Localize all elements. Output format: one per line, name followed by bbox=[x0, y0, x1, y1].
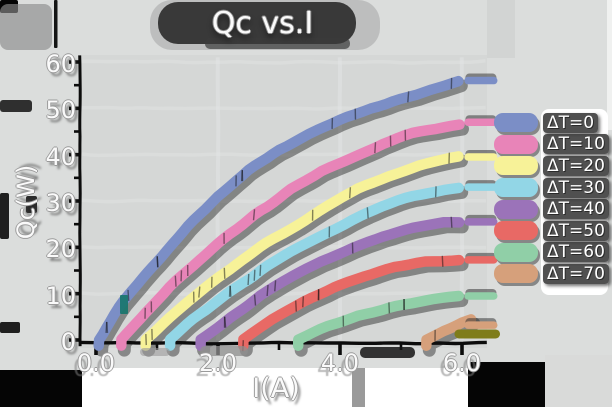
sketch-texture-mark bbox=[374, 142, 377, 154]
shadow-smudge bbox=[0, 322, 20, 333]
shadow-smudge bbox=[120, 295, 128, 314]
sketch-texture-mark bbox=[259, 264, 262, 276]
shadow-smudge bbox=[0, 4, 52, 50]
sketch-texture-mark bbox=[266, 284, 269, 297]
gridline-horizontal bbox=[81, 290, 487, 297]
legend-label: ΔT=40 bbox=[543, 199, 609, 220]
shadow-smudge bbox=[158, 2, 356, 44]
sketch-texture-mark bbox=[127, 289, 130, 301]
legend-swatch bbox=[494, 264, 538, 284]
sketch-texture-mark bbox=[441, 255, 444, 267]
legend-item: ΔT=0 bbox=[494, 112, 609, 134]
sketch-texture-mark bbox=[450, 216, 453, 228]
y-minor-tick bbox=[74, 176, 81, 180]
sketch-texture-mark bbox=[198, 286, 201, 298]
shadow-smudge bbox=[82, 368, 468, 407]
y-minor-tick bbox=[74, 130, 81, 133]
legend-label: ΔT=50 bbox=[543, 220, 609, 241]
legend: ΔT=0 ΔT=10 ΔT=20 ΔT=30 ΔT=40 ΔT=50 ΔT=60 bbox=[494, 112, 609, 285]
sketch-texture-mark bbox=[274, 280, 277, 292]
series-line-shadow bbox=[117, 122, 469, 357]
legend-label: ΔT=10 bbox=[543, 134, 609, 155]
x-minor-tick bbox=[277, 344, 281, 350]
series-line-1 bbox=[116, 119, 465, 351]
legend-swatch bbox=[494, 221, 538, 241]
sketch-texture-mark bbox=[348, 187, 352, 199]
legend-item: ΔT=40 bbox=[494, 198, 609, 220]
sketch-texture-mark bbox=[252, 209, 256, 221]
sketch-texture-mark bbox=[174, 275, 177, 287]
legend-swatch bbox=[494, 156, 538, 176]
shadow-smudge bbox=[0, 370, 82, 407]
gridline-horizontal bbox=[81, 59, 486, 65]
shadow-smudge bbox=[0, 100, 32, 112]
shadow-smudge bbox=[468, 362, 545, 407]
shadow-smudge bbox=[352, 368, 365, 407]
legend-swatch bbox=[494, 178, 538, 198]
legend-item: ΔT=60 bbox=[494, 242, 609, 264]
legend-item: ΔT=50 bbox=[494, 220, 609, 242]
gridline-horizontal bbox=[81, 105, 486, 111]
legend-swatch bbox=[494, 113, 538, 133]
y-tick-mark bbox=[69, 199, 81, 203]
legend-label: ΔT=20 bbox=[543, 155, 609, 176]
gridline-horizontal bbox=[81, 244, 487, 250]
shadow-smudge bbox=[26, 196, 37, 213]
sketch-texture-mark bbox=[407, 91, 410, 103]
legend-label: ΔT=60 bbox=[543, 242, 609, 263]
y-tick-mark bbox=[69, 245, 81, 250]
sketch-texture-mark bbox=[229, 285, 232, 297]
shadow-smudge bbox=[140, 348, 170, 356]
y-minor-tick bbox=[74, 315, 81, 319]
y-tick-mark bbox=[69, 60, 81, 64]
sketch-texture-mark bbox=[247, 273, 250, 286]
shadow-smudge bbox=[205, 38, 350, 49]
y-tick-mark bbox=[69, 291, 81, 296]
sketch-texture-mark bbox=[156, 256, 159, 268]
legend-item: ΔT=30 bbox=[494, 177, 609, 199]
gridline-horizontal bbox=[81, 151, 486, 158]
sketch-texture-mark bbox=[295, 300, 297, 312]
legend-swatch bbox=[494, 242, 538, 262]
y-tick-mark bbox=[69, 152, 81, 157]
shadow-smudge bbox=[54, 0, 58, 48]
shadow-smudge bbox=[487, 0, 515, 58]
shadow-smudge bbox=[360, 347, 415, 358]
series-line-2 bbox=[140, 151, 464, 351]
legend-swatch bbox=[494, 199, 538, 219]
y-minor-tick bbox=[74, 269, 81, 272]
x-minor-tick bbox=[155, 344, 159, 350]
legend-label: ΔT=70 bbox=[543, 263, 609, 284]
series-line-5 bbox=[238, 254, 465, 351]
legend-label: ΔT=30 bbox=[543, 177, 609, 198]
x-tick-mark bbox=[338, 344, 342, 355]
series-line-7 bbox=[421, 314, 477, 351]
shadow-smudge bbox=[0, 193, 9, 239]
shadow-smudge bbox=[545, 355, 612, 407]
sketch-texture-mark bbox=[223, 316, 227, 328]
shadow-smudge bbox=[200, 346, 248, 356]
sketch-texture-mark bbox=[366, 207, 369, 219]
series-line-6 bbox=[292, 290, 465, 351]
sketch-texture-mark bbox=[253, 269, 256, 281]
legend-swatch bbox=[494, 134, 538, 154]
legend-label: ΔT=0 bbox=[543, 112, 599, 133]
legend-item: ΔT=20 bbox=[494, 155, 609, 177]
sketch-texture-mark bbox=[105, 321, 108, 333]
y-tick-mark bbox=[69, 106, 81, 111]
x-tick-mark bbox=[460, 344, 464, 355]
y-minor-tick bbox=[74, 222, 81, 226]
series-line-4 bbox=[195, 216, 465, 351]
legend-item: ΔT=70 bbox=[494, 263, 609, 285]
sketch-texture-mark bbox=[253, 294, 257, 306]
y-tick-mark bbox=[69, 338, 81, 342]
sketch-texture-mark bbox=[302, 296, 305, 308]
series-line-3 bbox=[164, 182, 464, 351]
series-line-0 bbox=[93, 75, 464, 351]
legend-item: ΔT=10 bbox=[494, 134, 609, 156]
y-minor-tick bbox=[74, 83, 81, 87]
shadow-smudge bbox=[607, 0, 612, 130]
